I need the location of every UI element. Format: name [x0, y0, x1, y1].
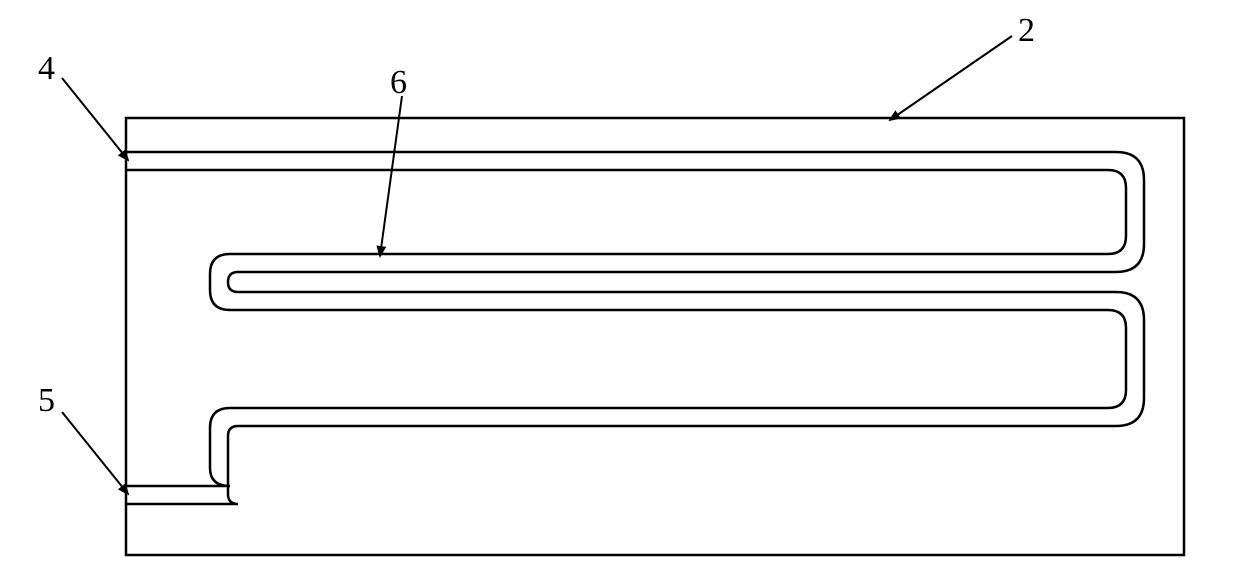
callout-label-2: 2 [1018, 14, 1035, 48]
diagram-svg [0, 0, 1240, 580]
callout-label-4: 4 [38, 52, 55, 86]
diagram-stage: 2 4 5 6 [0, 0, 1240, 580]
leader-2 [890, 36, 1012, 120]
callout-label-5: 5 [38, 384, 55, 418]
callout-label-6: 6 [390, 66, 407, 100]
